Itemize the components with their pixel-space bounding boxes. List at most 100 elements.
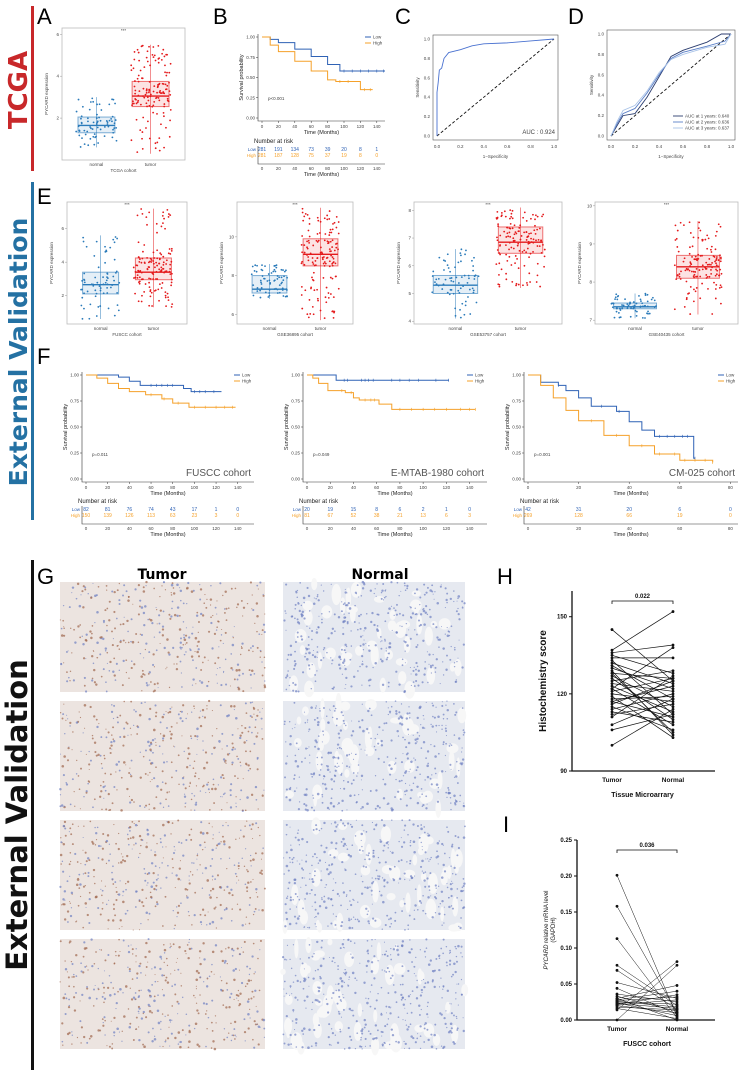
stained-cell <box>59 940 62 943</box>
nucleus <box>109 994 112 997</box>
nucleus <box>408 819 411 822</box>
x-tick-label: 140 <box>466 485 474 490</box>
nucleus <box>315 705 317 707</box>
stained-cell <box>144 648 147 651</box>
data-point <box>87 120 89 123</box>
nucleus <box>324 886 326 889</box>
nucleus <box>324 906 328 909</box>
stained-cell <box>234 775 236 777</box>
stained-cell <box>145 804 148 807</box>
nucleus <box>254 989 257 992</box>
nucleus <box>153 777 156 780</box>
nucleus <box>396 945 399 948</box>
data-point <box>113 241 116 244</box>
stained-cell <box>154 715 157 718</box>
nucleus <box>160 1020 162 1023</box>
nucleus <box>456 660 458 663</box>
nucleus <box>117 760 120 763</box>
stained-cell <box>170 973 172 975</box>
nucleus <box>219 666 221 669</box>
nucleus <box>426 764 429 768</box>
nucleus <box>311 638 313 641</box>
data-point <box>156 141 159 144</box>
nucleus <box>389 925 391 928</box>
nucleus <box>388 918 390 921</box>
nucleus <box>435 731 438 733</box>
stained-cell <box>135 998 137 1000</box>
panel-letter-a: A <box>37 4 52 29</box>
nucleus <box>168 653 171 656</box>
nucleus <box>427 896 430 899</box>
roc-curve <box>610 33 732 137</box>
stained-cell <box>85 791 88 794</box>
stained-cell <box>89 1035 93 1038</box>
stained-cell <box>130 734 132 736</box>
stained-cell <box>117 990 119 993</box>
tubule-lumen <box>404 681 415 699</box>
nucleus <box>317 721 320 724</box>
data-point <box>693 288 695 291</box>
nucleus <box>94 984 96 986</box>
y-tick-label: 6 <box>408 263 411 268</box>
nucleus <box>344 664 346 667</box>
stained-cell <box>133 801 135 803</box>
nucleus <box>143 624 146 627</box>
risk-row-label: High <box>292 513 302 518</box>
nucleus <box>403 582 406 585</box>
data-point <box>141 212 144 215</box>
survival-curve-low <box>307 374 449 381</box>
data-point <box>145 91 148 94</box>
nucleus <box>400 703 403 705</box>
stained-cell <box>230 705 233 708</box>
nucleus <box>283 720 286 723</box>
nucleus <box>169 946 171 949</box>
nucleus <box>360 892 364 895</box>
data-point <box>170 247 173 250</box>
data-point <box>150 261 153 263</box>
x-tick-label: 120 <box>212 485 220 490</box>
category-label: normal <box>263 326 277 331</box>
data-point <box>156 91 158 94</box>
stained-cell <box>264 613 266 615</box>
nucleus <box>293 790 296 793</box>
data-point <box>273 268 276 271</box>
stained-cell <box>144 772 147 775</box>
nucleus <box>162 846 164 848</box>
stained-cell <box>228 1006 231 1009</box>
data-point <box>319 309 322 312</box>
stained-cell <box>149 748 152 751</box>
nucleus <box>101 995 104 998</box>
nucleus <box>321 741 323 743</box>
nucleus <box>343 997 345 999</box>
data-point <box>158 283 161 285</box>
stained-cell <box>156 682 159 685</box>
nucleus <box>402 736 404 739</box>
data-point <box>137 74 140 77</box>
x-tick-label: 1.0 <box>551 144 558 149</box>
nucleus <box>133 709 135 711</box>
nucleus <box>289 826 291 828</box>
data-point <box>259 289 262 292</box>
data-point <box>498 285 501 288</box>
nucleus <box>348 917 350 920</box>
nucleus <box>313 853 316 856</box>
data-point <box>331 228 334 231</box>
data-point <box>148 286 151 288</box>
stained-cell <box>211 950 215 954</box>
nucleus <box>296 979 299 983</box>
y-tick-label: 0.25 <box>291 451 300 456</box>
risk-value: 269 <box>524 513 533 519</box>
nucleus <box>182 854 185 857</box>
significance-label: *** <box>124 202 130 207</box>
nucleus <box>343 613 345 615</box>
stained-cell <box>149 891 152 894</box>
nucleus <box>389 977 392 980</box>
stained-cell <box>140 838 143 841</box>
nucleus <box>288 922 292 926</box>
nucleus <box>299 958 301 960</box>
stained-cell <box>100 880 103 882</box>
nucleus <box>409 839 412 842</box>
stained-cell <box>173 663 175 665</box>
tubule-lumen <box>312 981 323 995</box>
nucleus <box>159 837 162 840</box>
